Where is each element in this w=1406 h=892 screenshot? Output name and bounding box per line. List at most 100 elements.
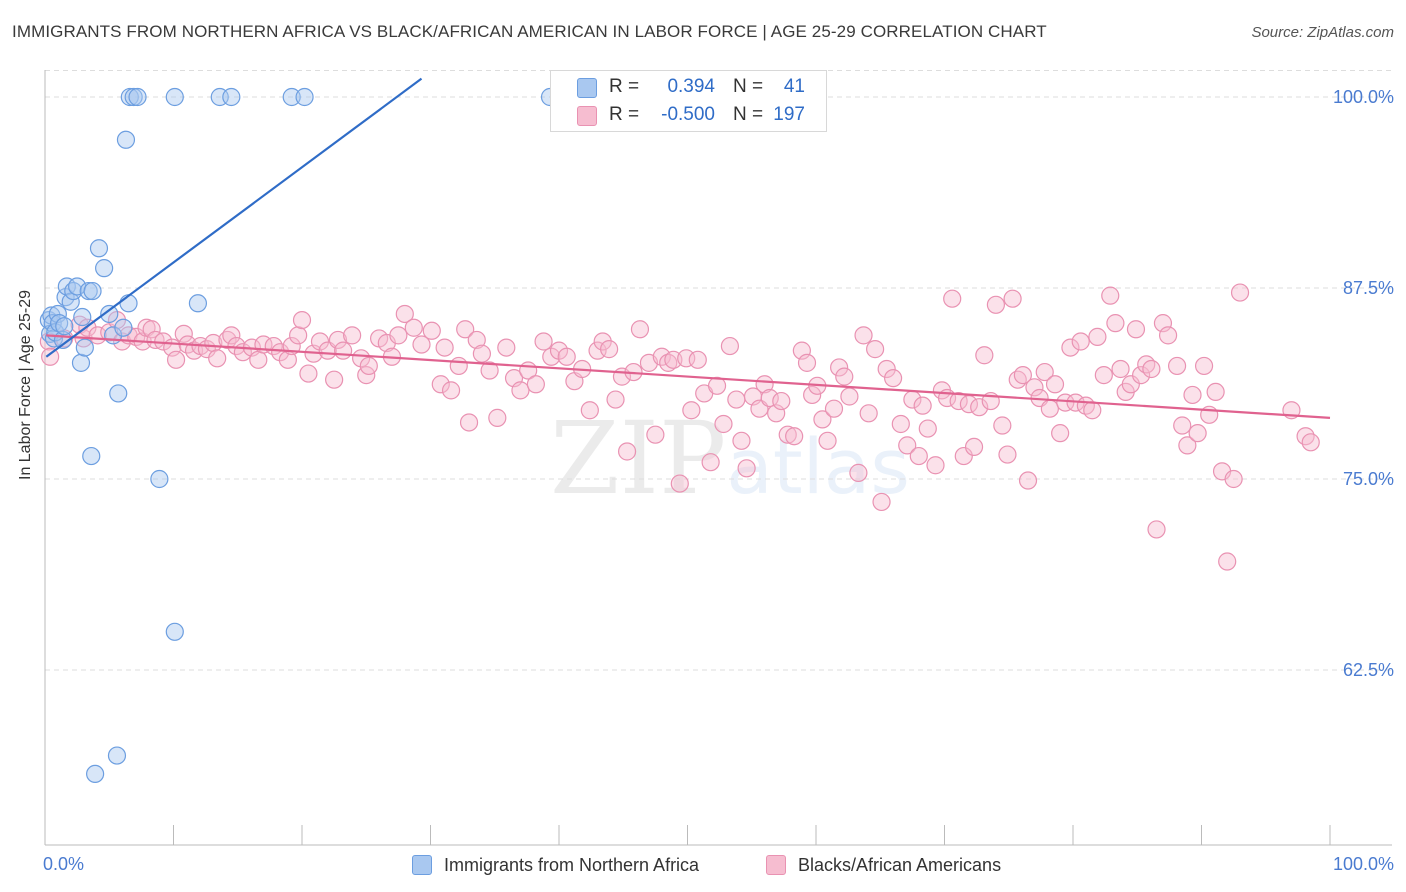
- data-point-blacks: [334, 341, 353, 360]
- data-point-blacks: [866, 340, 885, 359]
- data-point-blacks: [249, 350, 268, 369]
- n-label: N =: [733, 76, 764, 97]
- data-point-blacks: [359, 356, 378, 376]
- data-point-blacks: [840, 387, 859, 406]
- data-point-immigrants: [82, 446, 101, 466]
- data-point-blacks: [1051, 424, 1070, 443]
- data-point-blacks: [412, 335, 431, 354]
- data-point-immigrants: [120, 87, 139, 107]
- data-point-blacks: [755, 375, 774, 394]
- data-point-immigrants: [50, 314, 69, 333]
- data-point-blacks: [975, 346, 994, 365]
- data-point-blacks: [289, 326, 308, 345]
- data-point-blacks: [986, 295, 1006, 314]
- legend-item-immigrants[interactable]: Immigrants from Northern Africa: [412, 852, 699, 878]
- data-point-blacks: [1018, 471, 1038, 490]
- data-point-blacks: [970, 398, 989, 417]
- data-point-blacks: [1045, 375, 1065, 394]
- data-point-immigrants: [109, 384, 128, 403]
- data-point-blacks: [480, 361, 499, 380]
- x-tick-label: 0.0%: [43, 854, 84, 874]
- legend-item-blacks[interactable]: Blacks/African Americans: [766, 852, 1001, 878]
- data-point-blacks: [909, 446, 928, 466]
- data-point-immigrants: [73, 307, 92, 327]
- data-point-blacks: [1218, 552, 1237, 571]
- data-point-immigrants: [75, 338, 94, 357]
- data-point-immigrants: [165, 622, 184, 641]
- data-point-immigrants: [107, 746, 127, 765]
- data-point-blacks: [803, 385, 822, 405]
- data-point-blacks: [1013, 365, 1032, 385]
- data-point-blacks: [404, 318, 423, 337]
- data-point-blacks: [271, 343, 290, 362]
- data-point-blacks: [431, 375, 450, 394]
- data-point-immigrants: [222, 87, 241, 107]
- data-point-blacks: [222, 326, 241, 345]
- legend-label-blacks: Blacks/African Americans: [798, 854, 1002, 875]
- data-point-blacks: [778, 425, 797, 444]
- data-point-blacks: [1147, 520, 1166, 539]
- chart-title: IMMIGRANTS FROM NORTHERN AFRICA VS BLACK…: [12, 22, 1047, 41]
- data-point-blacks: [292, 310, 312, 330]
- data-point-immigrants: [116, 130, 136, 149]
- data-point-blacks: [526, 375, 545, 394]
- data-point-immigrants: [295, 87, 314, 107]
- data-point-blacks: [818, 431, 837, 450]
- watermark: ZIPatlas: [550, 400, 910, 517]
- data-point-blacks: [926, 456, 945, 475]
- data-point-immigrants: [150, 469, 169, 489]
- data-point-blacks: [891, 414, 910, 434]
- data-point-blacks: [459, 413, 479, 432]
- data-point-blacks: [646, 425, 665, 444]
- data-point-blacks: [727, 390, 746, 409]
- y-tick-label: 62.5%: [1343, 660, 1394, 680]
- trend-line-immigrants: [45, 77, 423, 358]
- data-point-blacks: [1183, 385, 1202, 405]
- data-point-blacks: [1188, 424, 1207, 443]
- data-point-blacks: [593, 332, 612, 351]
- data-point-blacks: [395, 304, 414, 324]
- data-point-blacks: [606, 390, 625, 409]
- data-point-blacks: [993, 416, 1012, 435]
- data-point-blacks: [720, 336, 740, 356]
- data-point-blacks: [760, 388, 779, 408]
- data-point-blacks: [1142, 359, 1161, 379]
- data-point-blacks: [1178, 436, 1197, 455]
- stats-row-immigrants: R = 0.394 N = 41: [551, 74, 826, 102]
- data-point-immigrants: [188, 294, 208, 313]
- data-point-blacks: [824, 399, 844, 418]
- data-point-blacks: [872, 492, 891, 512]
- data-point-immigrants: [89, 239, 109, 258]
- watermark-zip: ZIP: [550, 400, 727, 517]
- stats-row-blacks: R = -0.500 N = 197: [551, 102, 826, 130]
- data-point-blacks: [701, 453, 720, 472]
- data-point-blacks: [1206, 382, 1225, 402]
- data-point-blacks: [142, 320, 161, 339]
- n-value: 197: [773, 104, 805, 125]
- source-credit: Source: ZipAtlas.com: [1251, 24, 1394, 41]
- data-point-blacks: [737, 459, 756, 478]
- data-point-blacks: [1111, 359, 1130, 379]
- stats-swatch-blacks: [577, 106, 597, 126]
- data-point-blacks: [949, 391, 968, 411]
- data-point-blacks: [441, 381, 461, 400]
- data-point-immigrants: [79, 281, 98, 301]
- data-point-blacks: [1106, 314, 1125, 333]
- y-tick-label: 75.0%: [1343, 469, 1394, 489]
- data-point-blacks: [557, 347, 576, 366]
- y-tick-label: 100.0%: [1333, 87, 1394, 107]
- y-tick-label: 87.5%: [1343, 278, 1394, 298]
- data-point-blacks: [1121, 375, 1140, 394]
- data-point-blacks: [830, 358, 849, 377]
- data-point-blacks: [1224, 469, 1243, 489]
- data-point-immigrants: [86, 764, 105, 784]
- data-point-blacks: [449, 356, 468, 376]
- data-point-blacks: [707, 376, 727, 395]
- data-point-blacks: [1167, 356, 1187, 376]
- data-point-blacks: [1083, 401, 1102, 420]
- data-point-blacks: [1088, 327, 1107, 346]
- data-point-blacks: [511, 381, 530, 400]
- data-point-blacks: [714, 414, 733, 434]
- data-point-immigrants: [61, 292, 80, 311]
